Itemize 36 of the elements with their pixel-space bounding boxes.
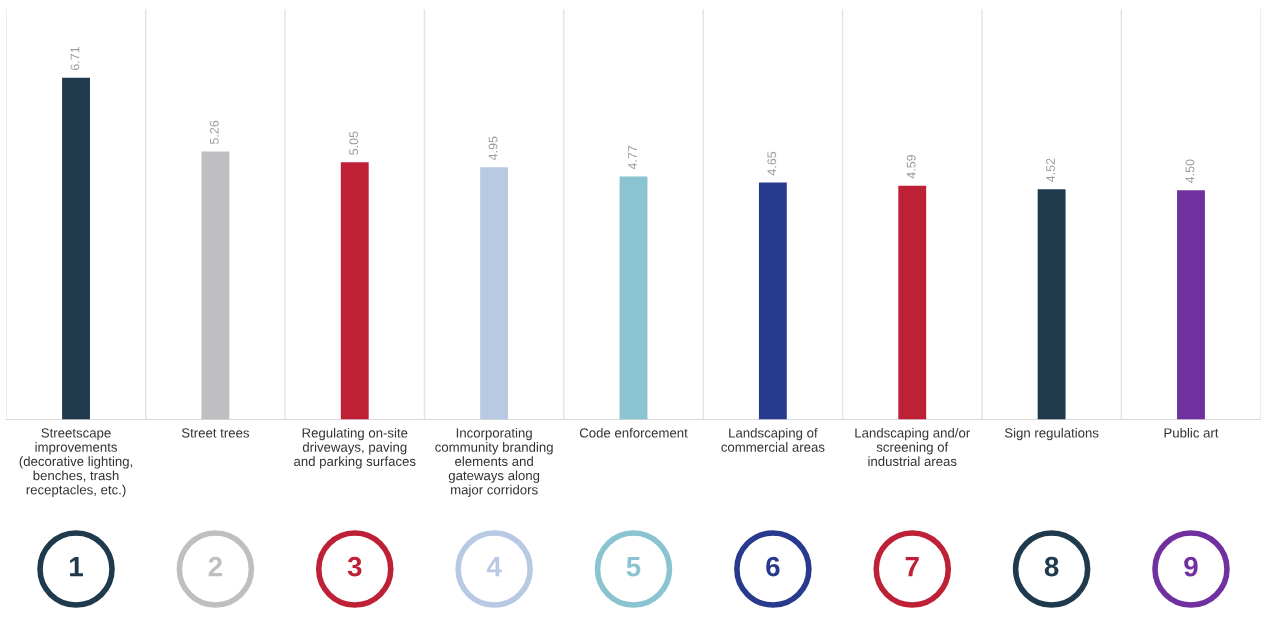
bar <box>1177 190 1205 420</box>
data-label: 4.65 <box>767 151 777 176</box>
bar <box>480 167 509 420</box>
data-label: 6.71 <box>70 46 80 71</box>
bar <box>62 77 90 420</box>
bar <box>758 182 787 420</box>
x-tick-label: Landscaping and/or screening of industrial areas <box>855 427 970 467</box>
text: 7 <box>905 557 919 577</box>
text: 5 <box>626 557 641 577</box>
x-tick-label: Regulating on-site driveways, paving and parking surfaces <box>294 427 416 469</box>
data-label: 5.26 <box>209 120 219 145</box>
text: 4 <box>486 557 502 577</box>
bar <box>898 185 927 420</box>
x-tick-label: Sign regulations <box>1004 427 1099 441</box>
text: 2 <box>208 556 222 577</box>
bar <box>1037 189 1066 420</box>
data-label: 4.95 <box>488 136 498 161</box>
text: 8 <box>1044 556 1059 577</box>
data-label: 4.52 <box>1046 158 1055 182</box>
text: 9 <box>1184 556 1198 577</box>
data-label: 4.50 <box>1185 159 1195 184</box>
bar <box>201 151 230 420</box>
data-label: 5.05 <box>349 131 359 155</box>
x-tick-label: Landscaping of commercial areas <box>721 427 825 452</box>
data-label: 4.77 <box>628 145 637 170</box>
x-tick-label: Code enforcement <box>579 427 688 438</box>
text: 1 <box>70 557 83 577</box>
x-tick-label: Public art <box>1164 427 1219 438</box>
x-tick-label: Street trees <box>181 428 250 438</box>
bar <box>619 176 648 420</box>
text: 3 <box>347 556 362 577</box>
x-tick-label: Streetscape improvements (decorative lighting, benches, trash receptacles, etc.) <box>19 428 133 498</box>
text: 6 <box>766 556 780 577</box>
bar <box>340 162 369 420</box>
x-tick-label: Incorporating community branding elements and gateways along major corridors <box>435 427 553 498</box>
data-label: 4.59 <box>906 154 916 179</box>
